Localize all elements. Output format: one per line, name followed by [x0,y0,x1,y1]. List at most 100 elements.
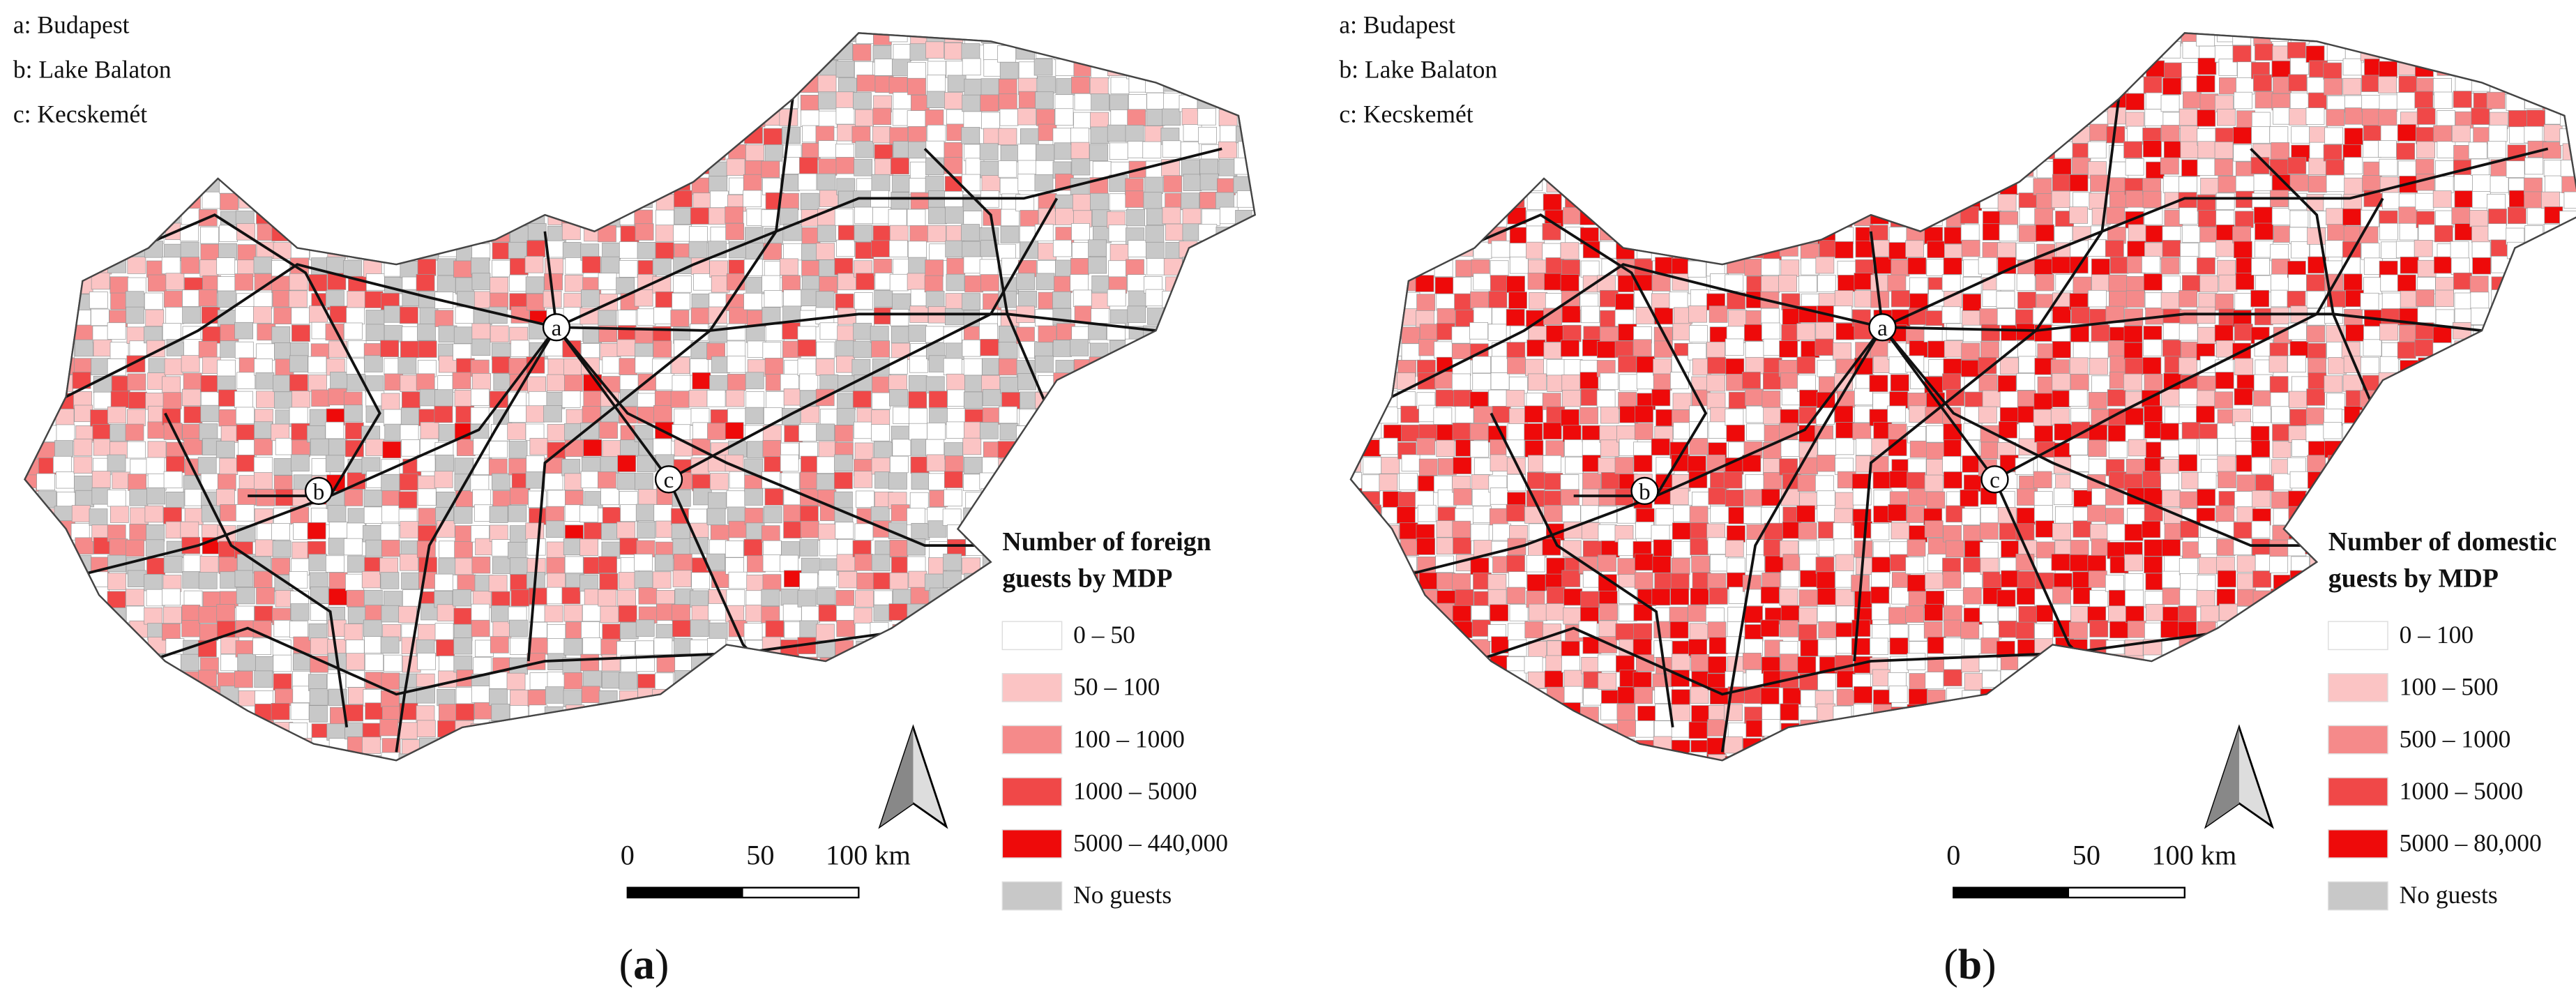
municipality [24,704,40,722]
municipality [418,128,438,146]
municipality [1256,326,1274,343]
municipality [75,607,94,625]
municipality [363,589,383,607]
municipality [1888,174,1908,192]
municipality [509,488,529,505]
municipality [2017,176,2036,195]
municipality [455,525,474,543]
municipality [944,308,964,326]
municipality [218,389,237,407]
municipality [783,504,802,522]
municipality [310,128,330,146]
municipality [925,41,944,59]
municipality [215,441,235,458]
municipality [1944,471,1962,489]
municipality [1891,44,1910,62]
municipality [1145,225,1165,243]
municipality [1144,507,1164,524]
municipality [998,160,1017,178]
municipality [1215,670,1234,688]
municipality [1379,210,1399,228]
municipality [1036,425,1056,443]
municipality [1689,437,1709,455]
municipality [471,225,490,243]
municipality [1797,656,1817,674]
municipality [1401,343,1420,361]
municipality [782,754,802,761]
municipality [1744,225,1764,242]
municipality [401,439,421,457]
municipality [1870,274,1890,292]
municipality [1689,623,1709,640]
municipality [1107,124,1126,142]
municipality [1708,754,1727,761]
municipality [2068,110,2088,128]
municipality [1252,670,1255,688]
municipality [2017,107,2036,126]
municipality [1160,456,1180,474]
municipality [998,606,1017,624]
municipality [2018,225,2038,243]
municipality [1688,158,1708,175]
municipality [547,638,566,656]
municipality [635,223,654,241]
municipality [1054,142,1073,160]
municipality [1561,374,1581,392]
municipality [1927,33,1946,43]
municipality [418,74,438,92]
municipality [234,341,254,359]
municipality [962,174,980,192]
municipality [2016,373,2036,391]
municipality [582,157,601,174]
municipality [762,342,782,359]
municipality [1579,407,1598,425]
municipality [819,670,839,688]
municipality [637,455,656,473]
municipality [1036,33,1056,43]
municipality [1146,258,1166,275]
municipality [310,210,329,228]
municipality [1438,702,1457,720]
municipality [220,127,239,144]
municipality [1835,140,1854,158]
municipality [527,376,546,394]
municipality [710,43,729,61]
municipality [1469,141,1489,159]
municipality [399,174,418,192]
municipality [112,657,131,674]
municipality [125,720,144,737]
municipality [1706,128,1725,146]
municipality [1670,573,1690,591]
municipality [1655,144,1674,162]
municipality [363,242,382,260]
municipality [619,389,639,407]
municipality [616,521,636,539]
municipality [1218,373,1238,391]
municipality [1142,471,1162,488]
municipality [836,687,856,704]
municipality [162,588,181,606]
municipality [561,391,581,408]
municipality [961,43,980,61]
municipality [2033,393,2053,410]
municipality [1653,720,1673,738]
municipality [2052,373,2071,391]
municipality [1397,175,1416,193]
municipality [1851,619,1871,637]
municipality [834,257,854,275]
municipality [1961,360,1980,377]
municipality [290,75,310,92]
municipality [1982,33,2001,44]
municipality [125,291,144,308]
municipality [1542,75,1561,93]
municipality [1052,239,1072,257]
municipality [1962,324,1982,342]
municipality [1838,275,1856,292]
municipality [52,721,72,739]
municipality [981,505,1001,522]
municipality [927,607,946,625]
municipality [888,33,908,43]
municipality [816,624,835,641]
municipality [1780,653,1799,671]
municipality [256,207,275,225]
